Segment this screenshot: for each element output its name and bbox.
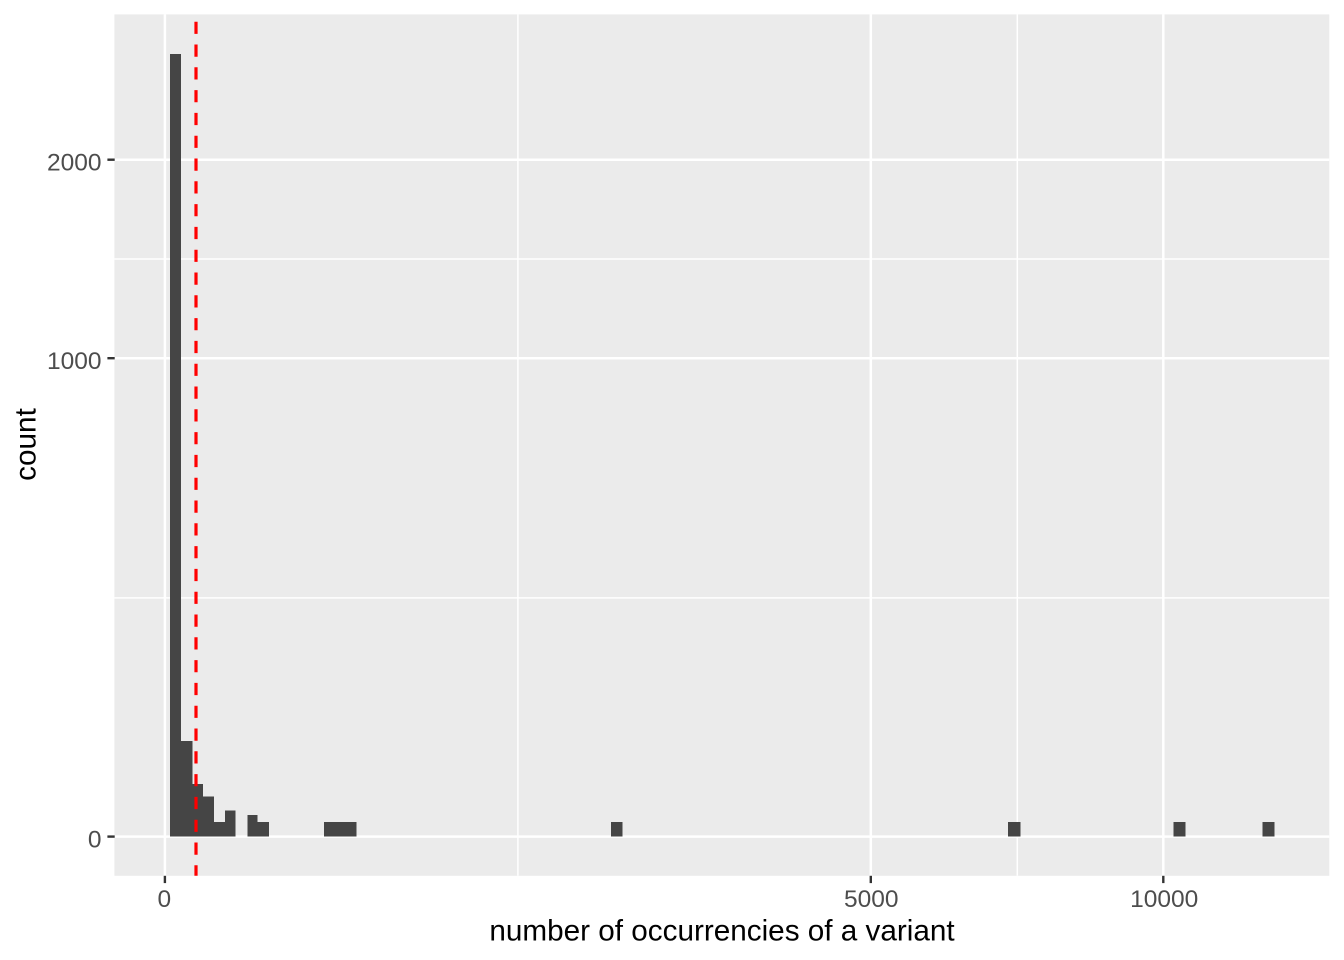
svg-text:number of occurrencies of a va: number of occurrencies of a variant	[489, 915, 955, 948]
svg-text:1000: 1000	[47, 348, 102, 375]
svg-text:2000: 2000	[47, 149, 102, 176]
svg-text:10000: 10000	[1130, 886, 1198, 913]
svg-text:5000: 5000	[844, 886, 899, 913]
svg-text:0: 0	[88, 826, 102, 853]
svg-text:count: count	[9, 407, 42, 480]
svg-text:0: 0	[157, 886, 171, 913]
